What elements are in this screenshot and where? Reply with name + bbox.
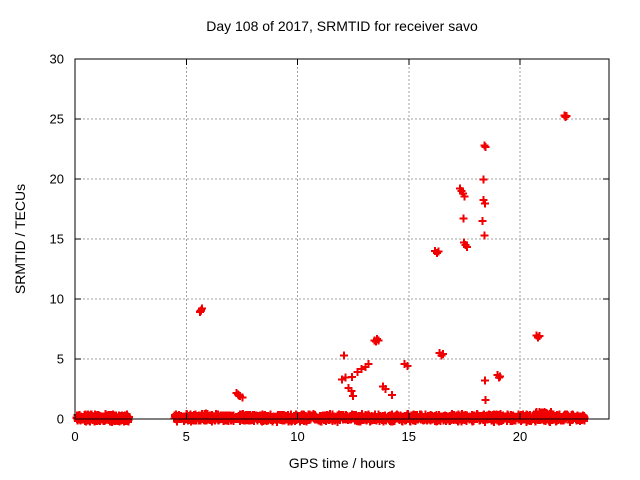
y-tick-label: 20 xyxy=(50,172,64,187)
y-tick-label: 30 xyxy=(50,52,64,67)
y-axis-label: SRMTID / TECUs xyxy=(12,184,28,294)
x-tick-label: 15 xyxy=(402,429,416,444)
x-tick-label: 20 xyxy=(513,429,527,444)
y-tick-label: 10 xyxy=(50,292,64,307)
y-tick-label: 0 xyxy=(57,412,64,427)
grid-lines xyxy=(75,59,609,419)
y-tick-label: 5 xyxy=(57,352,64,367)
x-tick-label: 10 xyxy=(290,429,304,444)
y-tick-label: 25 xyxy=(50,112,64,127)
x-tick-label: 0 xyxy=(71,429,78,444)
x-tick-label: 5 xyxy=(183,429,190,444)
axes xyxy=(74,58,610,420)
x-axis-label: GPS time / hours xyxy=(289,455,396,471)
tick-labels: 0 5 10 15 20 0 5 10 15 20 25 30 xyxy=(50,52,528,445)
chart-title: Day 108 of 2017, SRMTID for receiver sav… xyxy=(206,18,478,34)
y-tick-label: 15 xyxy=(50,232,64,247)
